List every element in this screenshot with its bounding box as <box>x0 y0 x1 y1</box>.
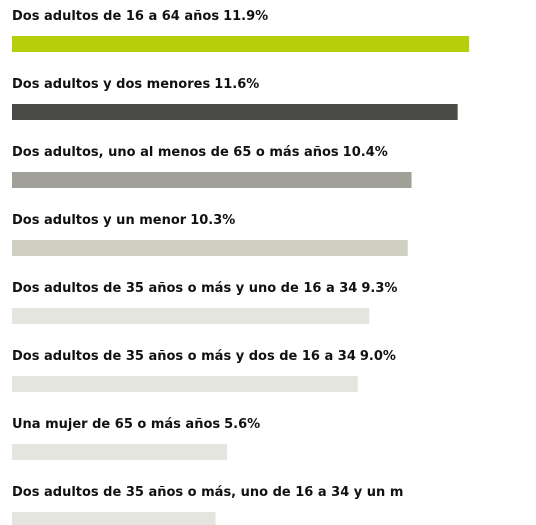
bar <box>12 172 412 188</box>
bar <box>12 36 470 52</box>
category-label: Dos adultos de 16 a 64 años <box>12 9 219 24</box>
bar <box>12 104 458 120</box>
bar-label: Dos adultos y un menor 10.3% <box>12 213 235 228</box>
category-label: Dos adultos y un menor <box>12 213 187 228</box>
value-label: 11.9% <box>223 9 268 24</box>
bar-label: Una mujer de 65 o más años 5.6% <box>12 417 260 432</box>
value-label: 11.6% <box>214 77 259 92</box>
bar-label: Dos adultos de 35 años o más, uno de 16 … <box>12 485 403 500</box>
bar <box>12 376 358 392</box>
value-label: 9.0% <box>360 349 396 364</box>
value-label: 10.3% <box>190 213 235 228</box>
bar-label: Dos adultos de 35 años o más y uno de 16… <box>12 281 397 296</box>
bar <box>12 308 370 324</box>
category-label: Dos adultos de 35 años o más y uno de 16… <box>12 281 357 296</box>
category-label: Una mujer de 65 o más años <box>12 417 220 432</box>
value-label: 5.6% <box>224 417 260 432</box>
bar-label: Dos adultos de 16 a 64 años 11.9% <box>12 9 268 24</box>
bar <box>12 512 216 525</box>
bar <box>12 444 228 460</box>
bar-label: Dos adultos, uno al menos de 65 o más añ… <box>12 145 388 160</box>
bar <box>12 240 408 256</box>
bar-label: Dos adultos de 35 años o más y dos de 16… <box>12 349 396 364</box>
category-label: Dos adultos, uno al menos de 65 o más añ… <box>12 145 339 160</box>
value-label: 10.4% <box>343 145 388 160</box>
category-label: Dos adultos de 35 años o más y dos de 16… <box>12 349 356 364</box>
category-label: Dos adultos y dos menores <box>12 77 210 92</box>
category-label: Dos adultos de 35 años o más, uno de 16 … <box>12 485 403 500</box>
bar-label: Dos adultos y dos menores 11.6% <box>12 77 259 92</box>
value-label: 9.3% <box>361 281 397 296</box>
